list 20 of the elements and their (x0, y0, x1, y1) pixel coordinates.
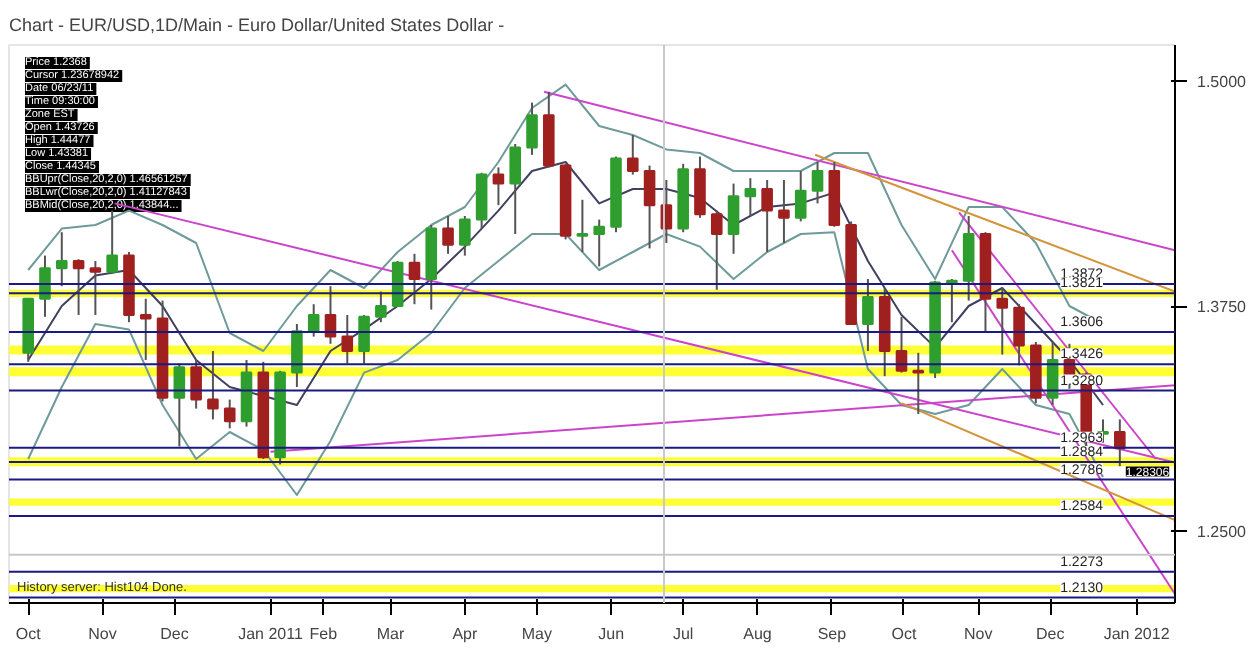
x-tick-label: Nov (964, 625, 993, 643)
x-tick-label: May (521, 625, 552, 643)
x-tick-label: Aug (743, 625, 772, 643)
x-tick-label: Dec (160, 625, 189, 643)
x-tick-label: Jul (672, 625, 694, 643)
y-tick-label: 1.5000 (1197, 73, 1248, 91)
x-tick-label: Oct (891, 625, 918, 643)
x-tick-label: Feb (309, 625, 339, 643)
chart-title: Chart - EUR/USD,1D/Main - Euro Dollar/United States Dollar - (9, 15, 505, 35)
x-tick-label: Nov (88, 625, 117, 643)
y-tick-label: 1.3750 (1197, 298, 1248, 316)
x-tick-label: Apr (452, 625, 478, 643)
y-tick-label: 1.2500 (1197, 523, 1248, 541)
x-tick-label: Oct (15, 625, 43, 643)
x-tick-label: Jan 2012 (1103, 625, 1171, 643)
x-tick-label: Mar (376, 625, 405, 643)
x-tick-label: Dec (1036, 625, 1065, 643)
x-tick-label: Sep (817, 625, 848, 643)
x-tick-label: Jan 2011 (238, 625, 304, 643)
x-tick-label: Jun (598, 625, 625, 643)
